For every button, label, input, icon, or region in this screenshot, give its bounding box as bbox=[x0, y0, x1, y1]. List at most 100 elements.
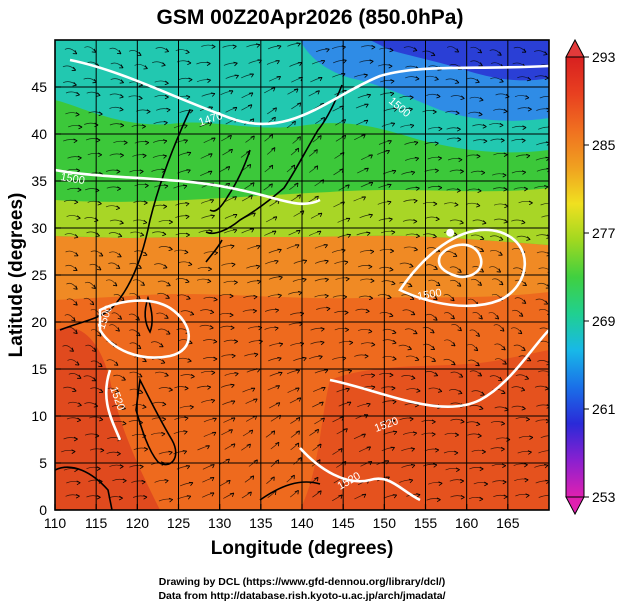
streamline-arrowhead bbox=[450, 315, 455, 320]
streamline-arrowhead bbox=[435, 216, 440, 222]
streamline-arrowhead bbox=[185, 214, 190, 220]
contour-1520-west bbox=[105, 369, 122, 441]
streamline-arrowhead bbox=[316, 230, 322, 235]
streamline-arrowhead bbox=[302, 259, 308, 264]
streamline-arrowhead bbox=[277, 293, 282, 299]
streamline-arrowhead bbox=[295, 430, 300, 435]
streamline-arrowhead bbox=[77, 374, 82, 379]
streamline-arrowhead bbox=[136, 295, 141, 300]
streamline-arrowhead bbox=[248, 92, 254, 97]
streamline-arrowhead bbox=[390, 122, 396, 127]
streamline-arrowhead bbox=[319, 179, 325, 184]
streamline-arrowhead bbox=[137, 51, 142, 56]
streamline-arrowhead bbox=[413, 246, 418, 252]
streamline-arrowhead bbox=[230, 325, 235, 330]
streamline-arrowhead bbox=[320, 60, 326, 65]
streamline-arrowhead bbox=[206, 78, 211, 84]
streamline-arrowhead bbox=[547, 310, 549, 315]
streamline-arrowhead bbox=[164, 372, 169, 377]
streamline-arrowhead bbox=[460, 478, 464, 484]
streamline-arrowhead bbox=[476, 421, 481, 427]
streamline-arrowhead bbox=[164, 94, 169, 100]
streamline-arrowhead bbox=[505, 93, 510, 99]
streamline-arrowhead bbox=[226, 479, 231, 485]
streamline-arrowhead bbox=[161, 62, 166, 67]
streamline-arrowhead bbox=[252, 308, 257, 314]
streamline-arrowhead bbox=[115, 327, 120, 332]
streamline-arrowhead bbox=[186, 232, 190, 238]
streamline-arrowhead bbox=[413, 330, 418, 335]
streamline-arrowhead bbox=[143, 251, 148, 256]
streamline-arrowhead bbox=[234, 372, 239, 377]
streamline-arrowhead bbox=[143, 200, 148, 205]
streamline-arrowhead bbox=[249, 475, 255, 480]
streamline-arrowhead bbox=[209, 199, 215, 204]
streamline-arrowhead bbox=[434, 76, 439, 81]
streamline-segment bbox=[536, 251, 549, 255]
streamline-arrowhead bbox=[207, 278, 212, 284]
streamline-arrowhead bbox=[521, 138, 526, 143]
streamline-arrowhead bbox=[494, 315, 500, 320]
streamline-arrowhead bbox=[387, 294, 392, 300]
streamline-arrowhead bbox=[431, 432, 436, 437]
map-title: GSM 00Z20Apr2026 (850.0hPa) bbox=[157, 6, 464, 29]
streamline-arrowhead bbox=[76, 480, 81, 486]
streamline-arrowhead bbox=[230, 383, 235, 388]
streamline-arrowhead bbox=[482, 124, 487, 129]
streamline-arrowhead bbox=[112, 282, 118, 287]
streamline-arrowhead bbox=[345, 387, 350, 393]
colorbar-tick-label: 261 bbox=[592, 401, 616, 417]
streamline-arrowhead bbox=[162, 154, 167, 159]
streamline-arrowhead bbox=[392, 356, 397, 361]
streamline-arrowhead bbox=[185, 278, 190, 284]
streamline-arrowhead bbox=[296, 42, 301, 47]
streamline-arrowhead bbox=[73, 285, 78, 290]
lon-tick-label: 115 bbox=[85, 515, 108, 531]
streamline-arrowhead bbox=[339, 416, 344, 421]
streamline-arrowhead bbox=[502, 360, 507, 365]
streamline-arrowhead bbox=[410, 447, 415, 452]
streamline-arrowhead bbox=[408, 107, 413, 112]
streamline-arrowhead bbox=[208, 266, 213, 272]
streamline-arrowhead bbox=[340, 152, 345, 157]
streamline-arrowhead bbox=[95, 232, 100, 237]
streamline-arrowhead bbox=[142, 358, 147, 363]
streamline-arrowhead bbox=[213, 250, 219, 256]
streamline-arrowhead bbox=[496, 268, 502, 273]
streamline-arrowhead bbox=[367, 461, 373, 466]
streamline-arrowhead bbox=[517, 329, 523, 335]
streamline-arrowhead bbox=[120, 153, 124, 158]
streamline-arrowhead bbox=[522, 125, 527, 130]
streamline-arrowhead bbox=[160, 359, 166, 364]
streamline-arrowhead bbox=[98, 362, 103, 368]
streamline-arrowhead bbox=[184, 385, 189, 391]
streamline-arrowhead bbox=[388, 63, 393, 69]
streamline-arrowhead bbox=[432, 109, 437, 115]
streamline-arrowhead bbox=[73, 138, 78, 144]
streamline-arrowhead bbox=[498, 251, 503, 256]
streamline-arrowhead bbox=[136, 332, 141, 337]
streamline-arrowhead bbox=[249, 73, 254, 78]
streamline-arrowhead bbox=[256, 245, 261, 250]
streamline-arrowhead bbox=[433, 296, 438, 301]
streamline-arrowhead bbox=[98, 388, 104, 393]
streamline-arrowhead bbox=[456, 282, 462, 287]
streamline-arrowhead bbox=[116, 169, 121, 174]
latitude-ticks: 0 5 10 15 20 25 30 35 40 45 bbox=[31, 79, 61, 518]
streamline-arrowhead bbox=[349, 340, 354, 345]
streamline-arrowhead bbox=[347, 369, 353, 374]
streamline-arrowhead bbox=[313, 149, 318, 154]
streamline-arrowhead bbox=[253, 459, 258, 464]
streamline-arrowhead bbox=[116, 50, 122, 55]
streamline-arrowhead bbox=[371, 342, 376, 347]
streamline-arrowhead bbox=[434, 168, 439, 174]
streamline-arrowhead bbox=[435, 281, 441, 286]
streamline-arrowhead bbox=[250, 135, 255, 140]
lon-tick-label: 150 bbox=[373, 515, 397, 531]
streamline-arrowhead bbox=[552, 215, 556, 219]
streamline-arrowhead bbox=[338, 494, 343, 499]
streamline-arrowhead bbox=[324, 259, 329, 264]
streamline-arrowhead bbox=[119, 64, 124, 69]
streamline-arrowhead bbox=[207, 122, 213, 127]
streamline-arrowhead bbox=[368, 295, 374, 301]
